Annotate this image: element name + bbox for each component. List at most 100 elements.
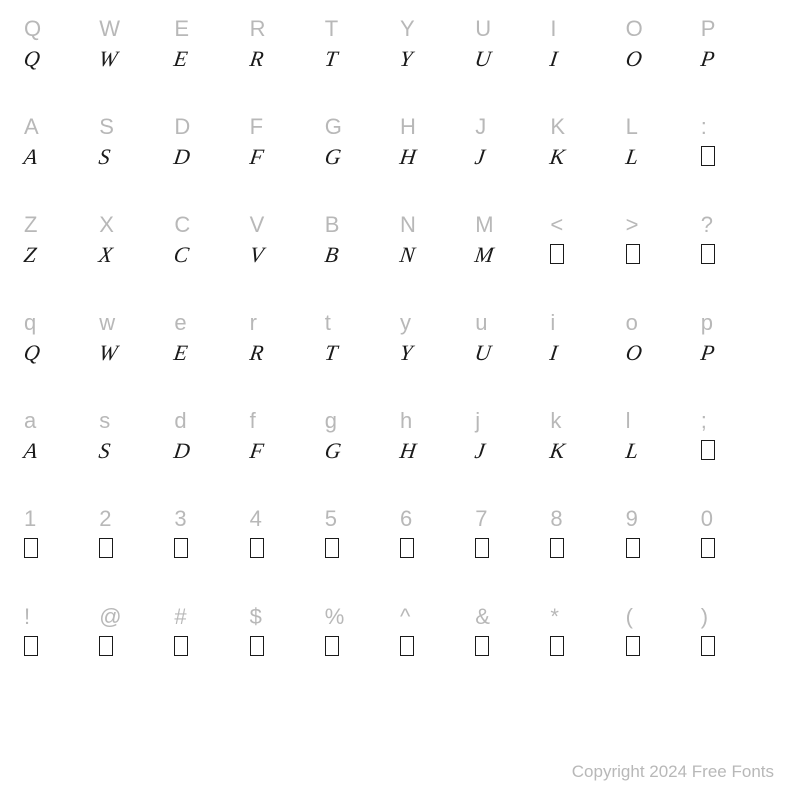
font-glyph: Y [398, 342, 413, 364]
char-cell: 1 [24, 508, 99, 582]
key-label: M [475, 214, 493, 236]
font-glyph: G [323, 146, 342, 168]
char-cell: dD [174, 410, 249, 484]
key-label: e [174, 312, 186, 334]
char-row: !@#$%^&*() [24, 606, 776, 680]
key-label: k [550, 410, 561, 432]
missing-glyph-icon [701, 146, 715, 166]
character-map-grid: QQWWEERRTTYYUUIIOOPPAASSDDFFGGHHJJKKLL:Z… [0, 0, 800, 680]
missing-glyph-icon [701, 440, 715, 460]
missing-glyph-icon [475, 636, 489, 656]
font-glyph: Q [22, 48, 41, 70]
missing-glyph-icon [475, 538, 489, 558]
font-glyph: X [98, 244, 115, 266]
font-glyph: U [474, 48, 493, 70]
char-row: AASSDDFFGGHHJJKKLL: [24, 116, 776, 190]
font-glyph: J [474, 440, 487, 462]
key-label: B [325, 214, 340, 236]
key-label: ; [701, 410, 707, 432]
char-cell: $ [250, 606, 325, 680]
missing-glyph-icon [250, 538, 264, 558]
font-glyph: S [98, 440, 112, 462]
missing-glyph-icon [250, 636, 264, 656]
key-label: 4 [250, 508, 262, 530]
font-glyph: E [173, 342, 190, 364]
char-cell: jJ [475, 410, 550, 484]
char-cell: kK [550, 410, 625, 484]
key-label: u [475, 312, 487, 334]
key-label: F [250, 116, 263, 138]
char-cell: ! [24, 606, 99, 680]
key-label: N [400, 214, 416, 236]
font-glyph: I [549, 48, 559, 70]
char-cell: AA [24, 116, 99, 190]
font-glyph: F [248, 146, 265, 168]
char-cell: ^ [400, 606, 475, 680]
key-label: R [250, 18, 266, 40]
font-glyph: Y [398, 48, 413, 70]
key-label: W [99, 18, 120, 40]
char-cell: % [325, 606, 400, 680]
key-label: J [475, 116, 486, 138]
key-label: 2 [99, 508, 111, 530]
char-cell: NN [400, 214, 475, 288]
key-label: L [626, 116, 638, 138]
key-label: * [550, 606, 559, 628]
key-label: o [626, 312, 638, 334]
font-glyph: P [699, 342, 716, 364]
key-label: t [325, 312, 331, 334]
font-glyph: I [549, 342, 559, 364]
char-cell: DD [174, 116, 249, 190]
char-cell: hH [400, 410, 475, 484]
char-cell: BB [325, 214, 400, 288]
key-label: r [250, 312, 257, 334]
key-label: < [550, 214, 563, 236]
key-label: g [325, 410, 337, 432]
key-label: 7 [475, 508, 487, 530]
missing-glyph-icon [626, 636, 640, 656]
char-cell: 2 [99, 508, 174, 582]
font-glyph: R [248, 48, 265, 70]
font-glyph: B [323, 244, 340, 266]
char-cell: EE [174, 18, 249, 92]
char-cell: rR [250, 312, 325, 386]
char-row: QQWWEERRTTYYUUIIOOPP [24, 18, 776, 92]
key-label: ) [701, 606, 708, 628]
key-label: 8 [550, 508, 562, 530]
font-glyph: O [624, 342, 643, 364]
char-cell: 6 [400, 508, 475, 582]
font-glyph: K [549, 440, 567, 462]
char-cell: uU [475, 312, 550, 386]
key-label: Q [24, 18, 41, 40]
key-label: q [24, 312, 36, 334]
char-cell: WW [99, 18, 174, 92]
missing-glyph-icon [24, 538, 38, 558]
char-cell: aA [24, 410, 99, 484]
key-label: 5 [325, 508, 337, 530]
font-glyph: A [22, 440, 39, 462]
key-label: 9 [626, 508, 638, 530]
missing-glyph-icon [99, 538, 113, 558]
char-cell: : [701, 116, 776, 190]
char-cell: 9 [626, 508, 701, 582]
key-label: X [99, 214, 114, 236]
font-glyph: J [474, 146, 487, 168]
key-label: i [550, 312, 555, 334]
char-cell: KK [550, 116, 625, 190]
char-cell: RR [250, 18, 325, 92]
key-label: ? [701, 214, 713, 236]
font-glyph: A [22, 146, 39, 168]
key-label: y [400, 312, 411, 334]
char-cell: FF [250, 116, 325, 190]
font-glyph: C [173, 244, 191, 266]
char-cell: 7 [475, 508, 550, 582]
key-label: P [701, 18, 716, 40]
key-label: & [475, 606, 490, 628]
key-label: a [24, 410, 36, 432]
key-label: E [174, 18, 189, 40]
key-label: T [325, 18, 338, 40]
char-cell: < [550, 214, 625, 288]
font-glyph: S [98, 146, 112, 168]
key-label: h [400, 410, 412, 432]
char-cell: gG [325, 410, 400, 484]
